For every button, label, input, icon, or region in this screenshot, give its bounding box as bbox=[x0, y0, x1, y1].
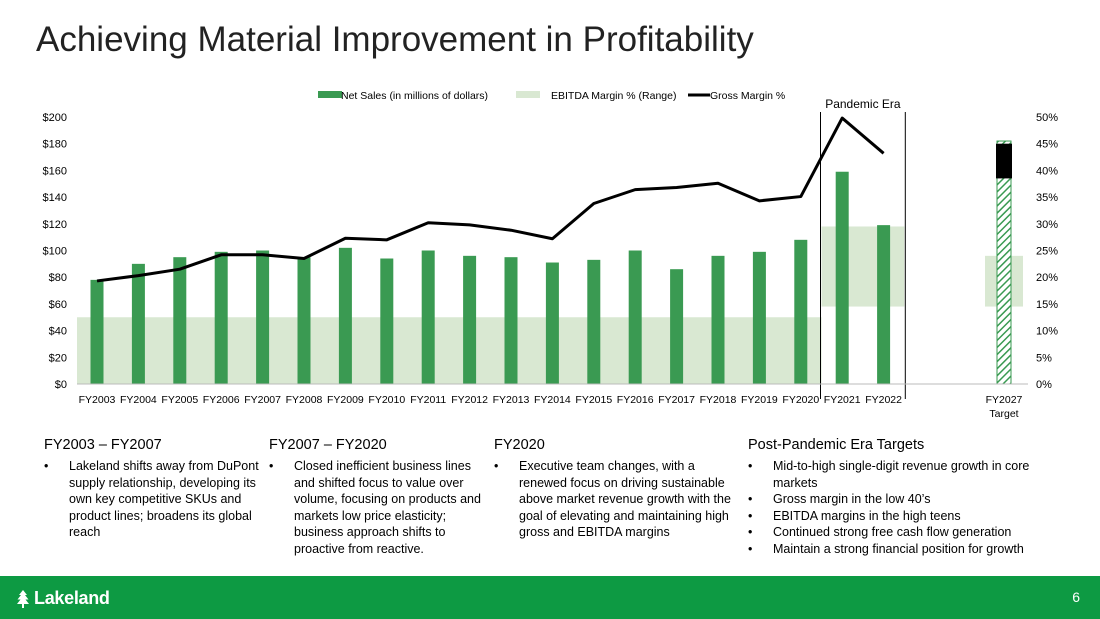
net-sales-bar bbox=[90, 279, 104, 384]
x-axis-tick-label: FY2019 bbox=[741, 394, 778, 406]
left-axis-tick-label: $120 bbox=[43, 219, 67, 231]
logo-text: Lakeland bbox=[34, 588, 110, 608]
net-sales-bar bbox=[794, 239, 808, 384]
left-axis-tick-label: $160 bbox=[43, 165, 67, 177]
net-sales-bar bbox=[877, 225, 891, 384]
x-axis-tick-label: FY2016 bbox=[617, 394, 654, 406]
right-axis-tick-label: 10% bbox=[1036, 326, 1058, 338]
net-sales-bar bbox=[338, 247, 352, 384]
column-heading: FY2003 – FY2007 bbox=[44, 437, 162, 453]
column-fy2007-fy2020: FY2007 – FY2020 Closed inefficient busin… bbox=[269, 436, 484, 557]
left-axis-tick-label: $60 bbox=[49, 299, 67, 311]
x-axis-target-label: FY2027 bbox=[986, 394, 1023, 406]
profitability-chart: Pandemic Era $0 $20 $40 $60 $80 $100 $120 $140 $… bbox=[43, 90, 1059, 420]
x-axis-tick-label: FY2015 bbox=[575, 394, 612, 406]
net-sales-bar bbox=[173, 257, 187, 384]
x-axis-tick-label: FY2011 bbox=[410, 394, 446, 406]
right-axis-tick-label: 45% bbox=[1036, 139, 1058, 151]
target-gross-margin-range bbox=[996, 143, 1012, 179]
x-axis-tick-label: FY2018 bbox=[700, 394, 737, 406]
left-axis-tick-label: $100 bbox=[43, 246, 67, 258]
right-axis-tick-label: 5% bbox=[1036, 352, 1052, 364]
lakeland-logo: Lakeland bbox=[16, 588, 110, 609]
x-axis-tick-label: FY2022 bbox=[865, 394, 902, 406]
x-axis-tick-label: FY2007 bbox=[244, 394, 281, 406]
net-sales-bar bbox=[670, 269, 684, 384]
x-axis-tick-label: FY2014 bbox=[534, 394, 571, 406]
bullet-item: EBITDA margins in the high teens bbox=[748, 508, 1068, 525]
ebitda-band bbox=[821, 226, 905, 307]
net-sales-bar bbox=[380, 258, 394, 384]
right-axis-tick-label: 35% bbox=[1036, 192, 1058, 204]
legend-ebitda-label: EBITDA Margin % (Range) bbox=[551, 90, 676, 102]
bullet-item: Closed inefficient business lines and sh… bbox=[269, 458, 484, 557]
x-axis-tick-label: FY2008 bbox=[286, 394, 323, 406]
column-fy2020: FY2020 Executive team changes, with a re… bbox=[494, 436, 734, 541]
right-axis-tick-label: 40% bbox=[1036, 165, 1058, 177]
column-heading: FY2020 bbox=[494, 437, 545, 453]
x-axis-tick-label: FY2003 bbox=[79, 394, 116, 406]
net-sales-bar bbox=[545, 262, 559, 384]
left-axis-tick-label: $40 bbox=[49, 326, 67, 338]
net-sales-bar bbox=[421, 250, 435, 384]
net-sales-bar bbox=[628, 250, 642, 384]
column-heading: FY2007 – FY2020 bbox=[269, 437, 387, 453]
leaf-icon bbox=[17, 589, 29, 608]
legend-ebitda-swatch bbox=[516, 91, 540, 98]
ebitda-band bbox=[77, 317, 822, 384]
net-sales-bar bbox=[504, 257, 518, 384]
x-axis-tick-label: FY2009 bbox=[327, 394, 364, 406]
x-axis-tick-label: FY2017 bbox=[658, 394, 695, 406]
bullet-item: Executive team changes, with a renewed f… bbox=[494, 458, 734, 541]
footer-bar: Lakeland 6 bbox=[0, 576, 1100, 619]
x-axis-tick-label: FY2004 bbox=[120, 394, 157, 406]
slide-title: Achieving Material Improvement in Profit… bbox=[36, 20, 754, 59]
legend-net-sales-label: Net Sales (in millions of dollars) bbox=[341, 90, 488, 102]
x-axis-tick-label: FY2006 bbox=[203, 394, 240, 406]
page-number: 6 bbox=[1072, 589, 1080, 605]
net-sales-bar bbox=[463, 255, 477, 384]
x-axis-tick-label: FY2012 bbox=[451, 394, 488, 406]
right-axis-tick-label: 30% bbox=[1036, 219, 1058, 231]
net-sales-bar bbox=[752, 251, 766, 384]
right-axis-tick-label: 0% bbox=[1036, 379, 1052, 391]
column-heading: Post-Pandemic Era Targets bbox=[748, 437, 925, 453]
net-sales-bar bbox=[835, 171, 849, 384]
x-axis-tick-label: FY2005 bbox=[161, 394, 198, 406]
bullet-item: Mid-to-high single-digit revenue growth … bbox=[748, 458, 1068, 491]
right-axis-tick-label: 20% bbox=[1036, 272, 1058, 284]
left-axis-tick-label: $0 bbox=[55, 379, 67, 391]
net-sales-bar bbox=[587, 259, 601, 384]
left-axis-tick-label: $180 bbox=[43, 139, 67, 151]
bullet-item: Lakeland shifts away from DuPont supply … bbox=[44, 458, 259, 541]
left-axis-tick-label: $20 bbox=[49, 352, 67, 364]
net-sales-bar bbox=[256, 250, 270, 384]
right-axis-tick-label: 50% bbox=[1036, 112, 1058, 124]
column-post-pandemic-targets: Post-Pandemic Era Targets Mid-to-high si… bbox=[748, 436, 1068, 557]
gross-margin-line bbox=[96, 116, 885, 283]
x-axis-tick-label: FY2021 bbox=[824, 394, 861, 406]
legend-gross-margin-label: Gross Margin % bbox=[710, 90, 785, 102]
left-axis-tick-label: $80 bbox=[49, 272, 67, 284]
bullet-item: Continued strong free cash flow generati… bbox=[748, 524, 1068, 541]
left-axis-tick-label: $200 bbox=[43, 112, 67, 124]
right-axis-tick-label: 25% bbox=[1036, 246, 1058, 258]
net-sales-bar bbox=[711, 255, 725, 384]
x-axis-tick-label: FY2010 bbox=[368, 394, 405, 406]
x-axis-target-label: Target bbox=[989, 408, 1018, 420]
pandemic-era-label: Pandemic Era bbox=[825, 97, 901, 111]
bullet-item: Maintain a strong financial position for… bbox=[748, 541, 1068, 558]
net-sales-bar bbox=[297, 257, 311, 384]
net-sales-bar bbox=[214, 251, 228, 384]
right-axis-tick-label: 15% bbox=[1036, 299, 1058, 311]
legend-net-sales-swatch bbox=[318, 91, 342, 98]
bullet-item: Gross margin in the low 40’s bbox=[748, 491, 1068, 508]
x-axis-tick-label: FY2020 bbox=[782, 394, 819, 406]
x-axis-tick-label: FY2013 bbox=[493, 394, 530, 406]
column-fy2003-fy2007: FY2003 – FY2007 Lakeland shifts away fro… bbox=[44, 436, 259, 541]
left-axis-tick-label: $140 bbox=[43, 192, 67, 204]
net-sales-bar bbox=[131, 263, 145, 384]
